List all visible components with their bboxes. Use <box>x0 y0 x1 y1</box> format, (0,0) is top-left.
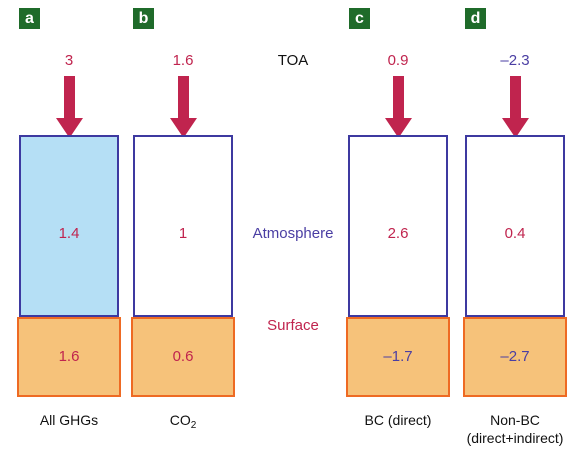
toa-arrow-d <box>502 76 529 138</box>
toa-arrow-c <box>385 76 412 138</box>
surface-box-b <box>131 317 235 397</box>
panel-letter-d: d <box>465 8 486 29</box>
surface-value-b: 0.6 <box>172 348 194 365</box>
surface-label: Surface <box>267 317 319 334</box>
panel-letter-a: a <box>19 8 40 29</box>
toa-value-c: 0.9 <box>387 52 409 69</box>
surface-value-d: –2.7 <box>500 348 530 365</box>
surface-box-c <box>346 317 450 397</box>
toa-arrow-b <box>170 76 197 138</box>
atmosphere-box-a <box>19 135 119 317</box>
surface-value-a: 1.6 <box>58 348 80 365</box>
atmosphere-value-a: 1.4 <box>58 225 80 242</box>
panel-letter-b: b <box>133 8 154 29</box>
toa-value-d: –2.3 <box>500 52 530 69</box>
atmosphere-value-b: 1 <box>178 225 188 242</box>
atmosphere-box-d <box>465 135 565 317</box>
surface-value-c: –1.7 <box>383 348 413 365</box>
toa-arrow-a <box>56 76 83 138</box>
panel-label-d-line2: (direct+indirect) <box>466 430 564 446</box>
atmosphere-label: Atmosphere <box>252 225 334 242</box>
atmosphere-value-c: 2.6 <box>387 225 409 242</box>
panel-label-d-line1: Non-BC <box>490 412 540 428</box>
surface-box-d <box>463 317 567 397</box>
atmosphere-box-c <box>348 135 448 317</box>
panel-label-b-sub: 2 <box>190 420 197 431</box>
panel-label-b: CO2 <box>118 412 248 431</box>
toa-value-b: 1.6 <box>172 52 194 69</box>
toa-value-a: 3 <box>64 52 74 69</box>
toa-label: TOA <box>277 52 309 69</box>
atmosphere-box-b <box>133 135 233 317</box>
panel-letter-c: c <box>349 8 370 29</box>
surface-box-a <box>17 317 121 397</box>
panel-label-c: BC (direct) <box>364 412 432 428</box>
panel-label-d: Non-BC (direct+indirect) <box>450 412 579 446</box>
panel-label-b-main: CO <box>169 412 191 428</box>
atmosphere-value-d: 0.4 <box>504 225 526 242</box>
panel-label-a: All GHGs <box>39 412 99 428</box>
